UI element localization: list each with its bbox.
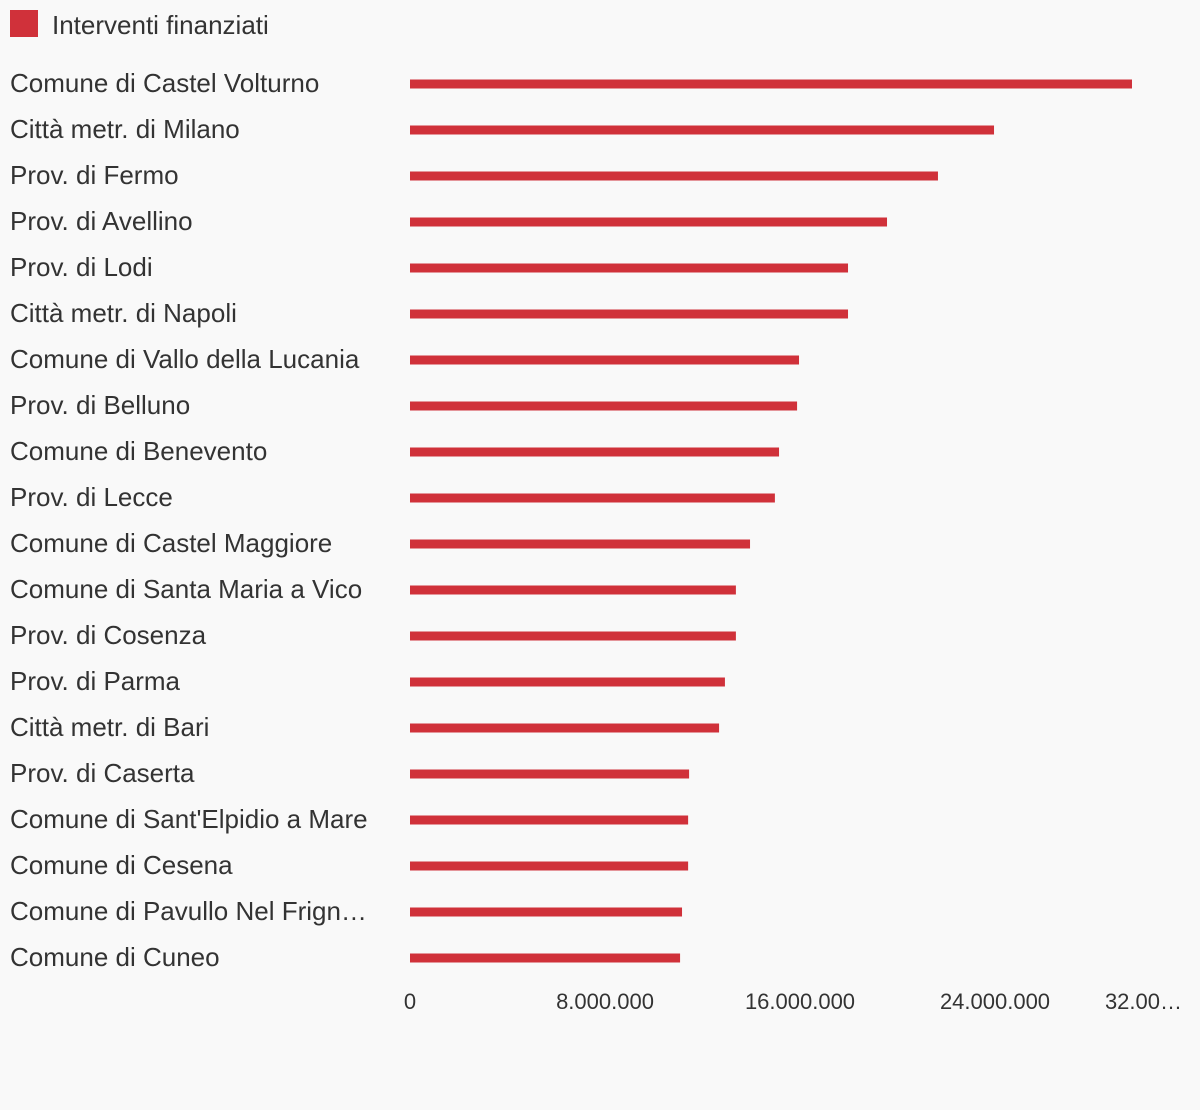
y-tick-label: Prov. di Cosenza [10, 620, 207, 650]
y-tick-label: Comune di Cesena [10, 850, 233, 880]
y-tick-label: Città metr. di Bari [10, 712, 209, 742]
y-tick-label: Prov. di Fermo [10, 160, 179, 190]
x-tick-label: 32.00… [1105, 989, 1182, 1014]
bar [410, 769, 690, 779]
y-tick-label: Comune di Vallo della Lucania [10, 344, 360, 374]
y-tick-label: Comune di Castel Maggiore [10, 528, 332, 558]
bar [410, 263, 849, 273]
bar [410, 355, 800, 365]
y-tick-label: Prov. di Parma [10, 666, 181, 696]
x-tick-label: 8.000.000 [556, 989, 654, 1014]
bar [410, 723, 720, 733]
bar [410, 677, 725, 687]
y-tick-label: Città metr. di Milano [10, 114, 240, 144]
y-tick-label: Comune di Sant'Elpidio a Mare [10, 804, 368, 834]
bar [410, 309, 849, 319]
bar [410, 815, 689, 825]
y-tick-label: Prov. di Belluno [10, 390, 190, 420]
y-tick-label: Comune di Cuneo [10, 942, 220, 972]
bar [410, 447, 780, 457]
bar [410, 953, 681, 963]
bar [410, 217, 888, 227]
y-tick-label: Comune di Castel Volturno [10, 68, 319, 98]
bar [410, 401, 798, 411]
bar [410, 493, 775, 503]
bar [410, 585, 736, 595]
bar [410, 171, 938, 181]
x-tick-label: 0 [404, 989, 416, 1014]
bar [410, 539, 751, 549]
x-tick-label: 24.000.000 [940, 989, 1050, 1014]
y-tick-label: Prov. di Lodi [10, 252, 153, 282]
bar [410, 79, 1132, 89]
y-tick-label: Comune di Pavullo Nel Frign… [10, 896, 367, 926]
y-tick-label: Prov. di Caserta [10, 758, 195, 788]
y-tick-label: Comune di Benevento [10, 436, 267, 466]
bar [410, 907, 683, 917]
bar [410, 631, 736, 641]
x-tick-label: 16.000.000 [745, 989, 855, 1014]
legend-label: Interventi finanziati [52, 10, 269, 40]
bar [410, 125, 995, 135]
y-tick-label: Prov. di Avellino [10, 206, 193, 236]
legend-swatch [10, 10, 38, 37]
bar [410, 861, 689, 871]
y-tick-label: Città metr. di Napoli [10, 298, 237, 328]
y-tick-label: Comune di Santa Maria a Vico [10, 574, 362, 604]
y-tick-label: Prov. di Lecce [10, 482, 173, 512]
